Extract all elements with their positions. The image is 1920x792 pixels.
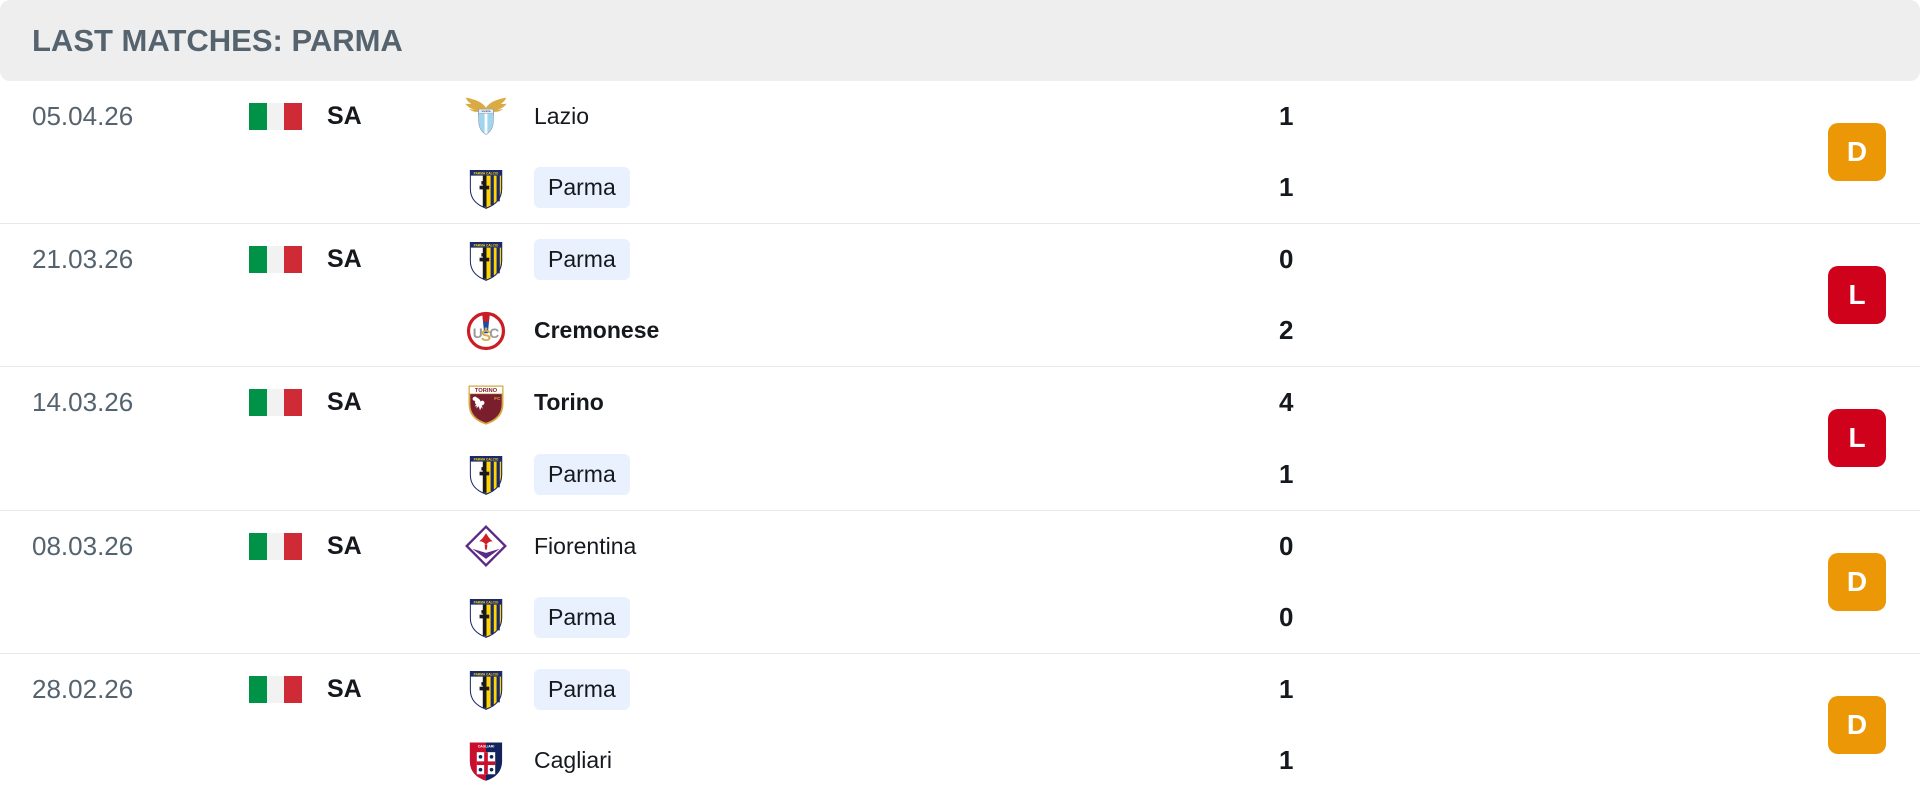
svg-text:TORINO: TORINO (475, 388, 498, 394)
svg-text:PARMA CALCIO: PARMA CALCIO (474, 458, 499, 462)
svg-text:PARMA CALCIO: PARMA CALCIO (474, 243, 499, 247)
svg-text:CAGLIARI: CAGLIARI (478, 745, 495, 749)
svg-text:S: S (481, 328, 491, 345)
svg-text:PARMA CALCIO: PARMA CALCIO (474, 673, 499, 677)
svg-text:PARMA CALCIO: PARMA CALCIO (474, 171, 499, 175)
svg-text:FC: FC (494, 396, 501, 401)
svg-text:PARMA CALCIO: PARMA CALCIO (474, 601, 499, 605)
